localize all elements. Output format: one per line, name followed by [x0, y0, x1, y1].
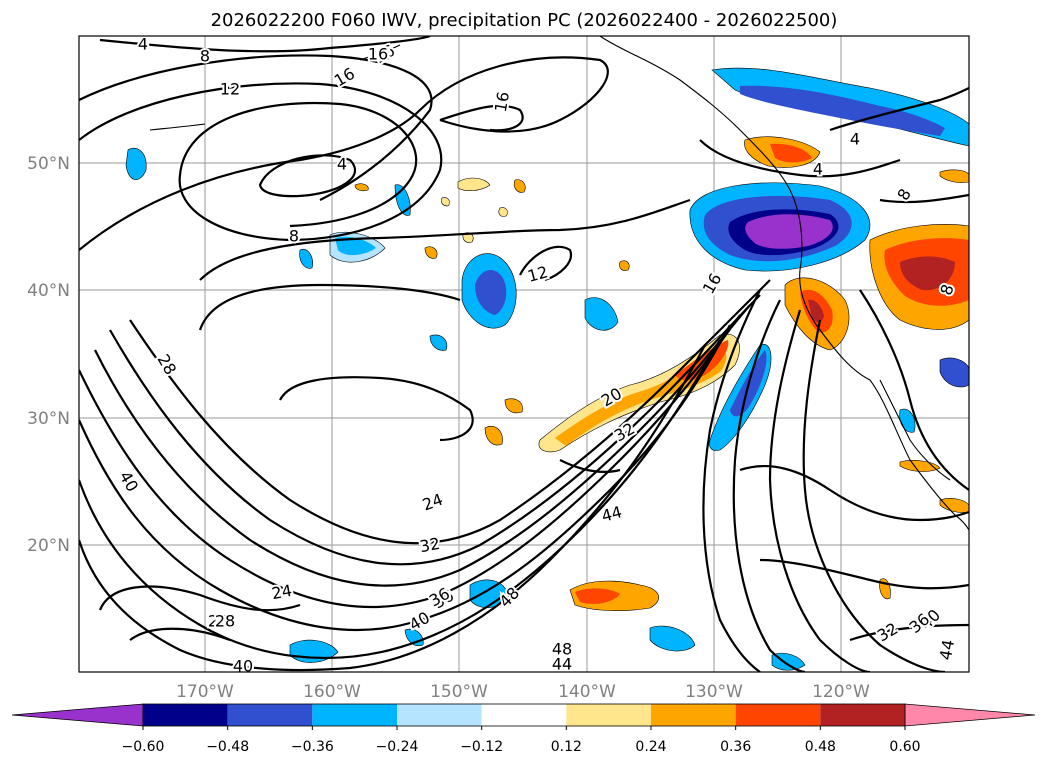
contour-label: 44: [599, 502, 624, 526]
latitude-label: 30°N: [27, 409, 70, 429]
map-panel: [79, 36, 969, 672]
colorbar-tick-label: −0.60: [122, 739, 165, 755]
colorbar-tick-label: 0.12: [551, 739, 582, 755]
contour-label: 12: [525, 262, 550, 286]
colorbar-tick-label: 0.36: [720, 739, 751, 755]
contour-label-halo: 12: [370, 45, 390, 64]
coastlines: [149, 36, 969, 531]
latitude-labels: 50°N 40°N 30°N 20°N: [27, 154, 70, 556]
longitude-label: 160°W: [303, 682, 361, 702]
figure-title: 2026022200 F060 IWV, precipitation PC (2…: [211, 10, 838, 31]
longitude-label: 130°W: [685, 682, 743, 702]
contour-label-halo: 28: [215, 612, 235, 631]
longitude-label: 150°W: [430, 682, 488, 702]
colorbar-segment: [566, 704, 651, 726]
contour-label-halo: 4: [850, 130, 860, 149]
precip-anomaly-fills: [125, 67, 969, 671]
colorbar-tick-label: −0.48: [206, 739, 249, 755]
latitude-label: 20°N: [27, 536, 70, 556]
colorbar-tick-label: 0.60: [889, 739, 920, 755]
colorbar-tick-label: −0.12: [460, 739, 503, 755]
contour-label: 4: [813, 160, 823, 179]
contour-label: 4: [337, 155, 347, 174]
contour-label: 28: [215, 612, 235, 631]
contour-label: 16: [368, 45, 388, 64]
contour-label-halo: 4: [813, 160, 823, 179]
colorbar: −0.60 −0.48 −0.36 −0.24 −0.12 0.12 0.24 0.36 0.4…: [11, 703, 1036, 755]
contour-label: 12: [370, 45, 390, 64]
contour-label: 28: [208, 612, 228, 631]
contour-label: 44: [552, 655, 572, 674]
contour-label: 4: [138, 35, 148, 54]
contour-label-halo: 4: [337, 155, 347, 174]
contour-label-halo: 28: [208, 612, 228, 631]
contour-label: 44: [936, 638, 958, 661]
colorbar-segment: [312, 704, 397, 726]
contour-label: 40: [233, 657, 253, 676]
contour-label-halo: 8: [200, 47, 210, 66]
contour-label-halo: 12: [220, 80, 240, 99]
colorbar-frame: [142, 703, 906, 727]
contour-label-halo: 48: [552, 640, 572, 659]
colorbar-extend-high: [904, 703, 1036, 727]
contour-label-halo: 44: [552, 655, 572, 674]
longitude-label: 170°W: [176, 682, 234, 702]
colorbar-tick-label: −0.36: [291, 739, 334, 755]
contour-label-halo: 8: [289, 227, 299, 246]
map-frame: [78, 35, 970, 673]
colorbar-segment: [820, 704, 905, 726]
contour-label: 48: [552, 640, 572, 659]
contour-label: 12: [220, 80, 240, 99]
contour-label: 8: [289, 227, 299, 246]
colorbar-segment: [651, 704, 736, 726]
latitude-label: 40°N: [27, 281, 70, 301]
colorbar-tick-label: 0.48: [805, 739, 836, 755]
colorbar-segment: [227, 704, 313, 726]
contour-label: 16: [491, 90, 513, 113]
contour-label: 32: [418, 534, 441, 556]
longitude-label: 120°W: [812, 682, 870, 702]
colorbar-tick-label: 0.24: [635, 739, 666, 755]
contour-label: 44: [936, 638, 958, 661]
colorbar-segment: [143, 704, 228, 726]
longitude-labels: 170°W 160°W 150°W 140°W 130°W 120°W: [176, 682, 870, 702]
colorbar-tick-label: −0.24: [376, 739, 419, 755]
longitude-label: 140°W: [558, 682, 616, 702]
colorbar-segment: [735, 704, 821, 726]
contour-label: 4: [850, 130, 860, 149]
contour-label-halo: 4: [138, 35, 148, 54]
colorbar-segment: [481, 704, 567, 726]
contour-label: 24: [270, 581, 293, 603]
iwv-contours: [79, 36, 969, 672]
colorbar-extend-low: [11, 703, 144, 727]
contour-label-halo: 16: [368, 45, 388, 64]
contour-label: 8: [200, 47, 210, 66]
latitude-label: 50°N: [27, 154, 70, 174]
colorbar-segment: [397, 704, 482, 726]
